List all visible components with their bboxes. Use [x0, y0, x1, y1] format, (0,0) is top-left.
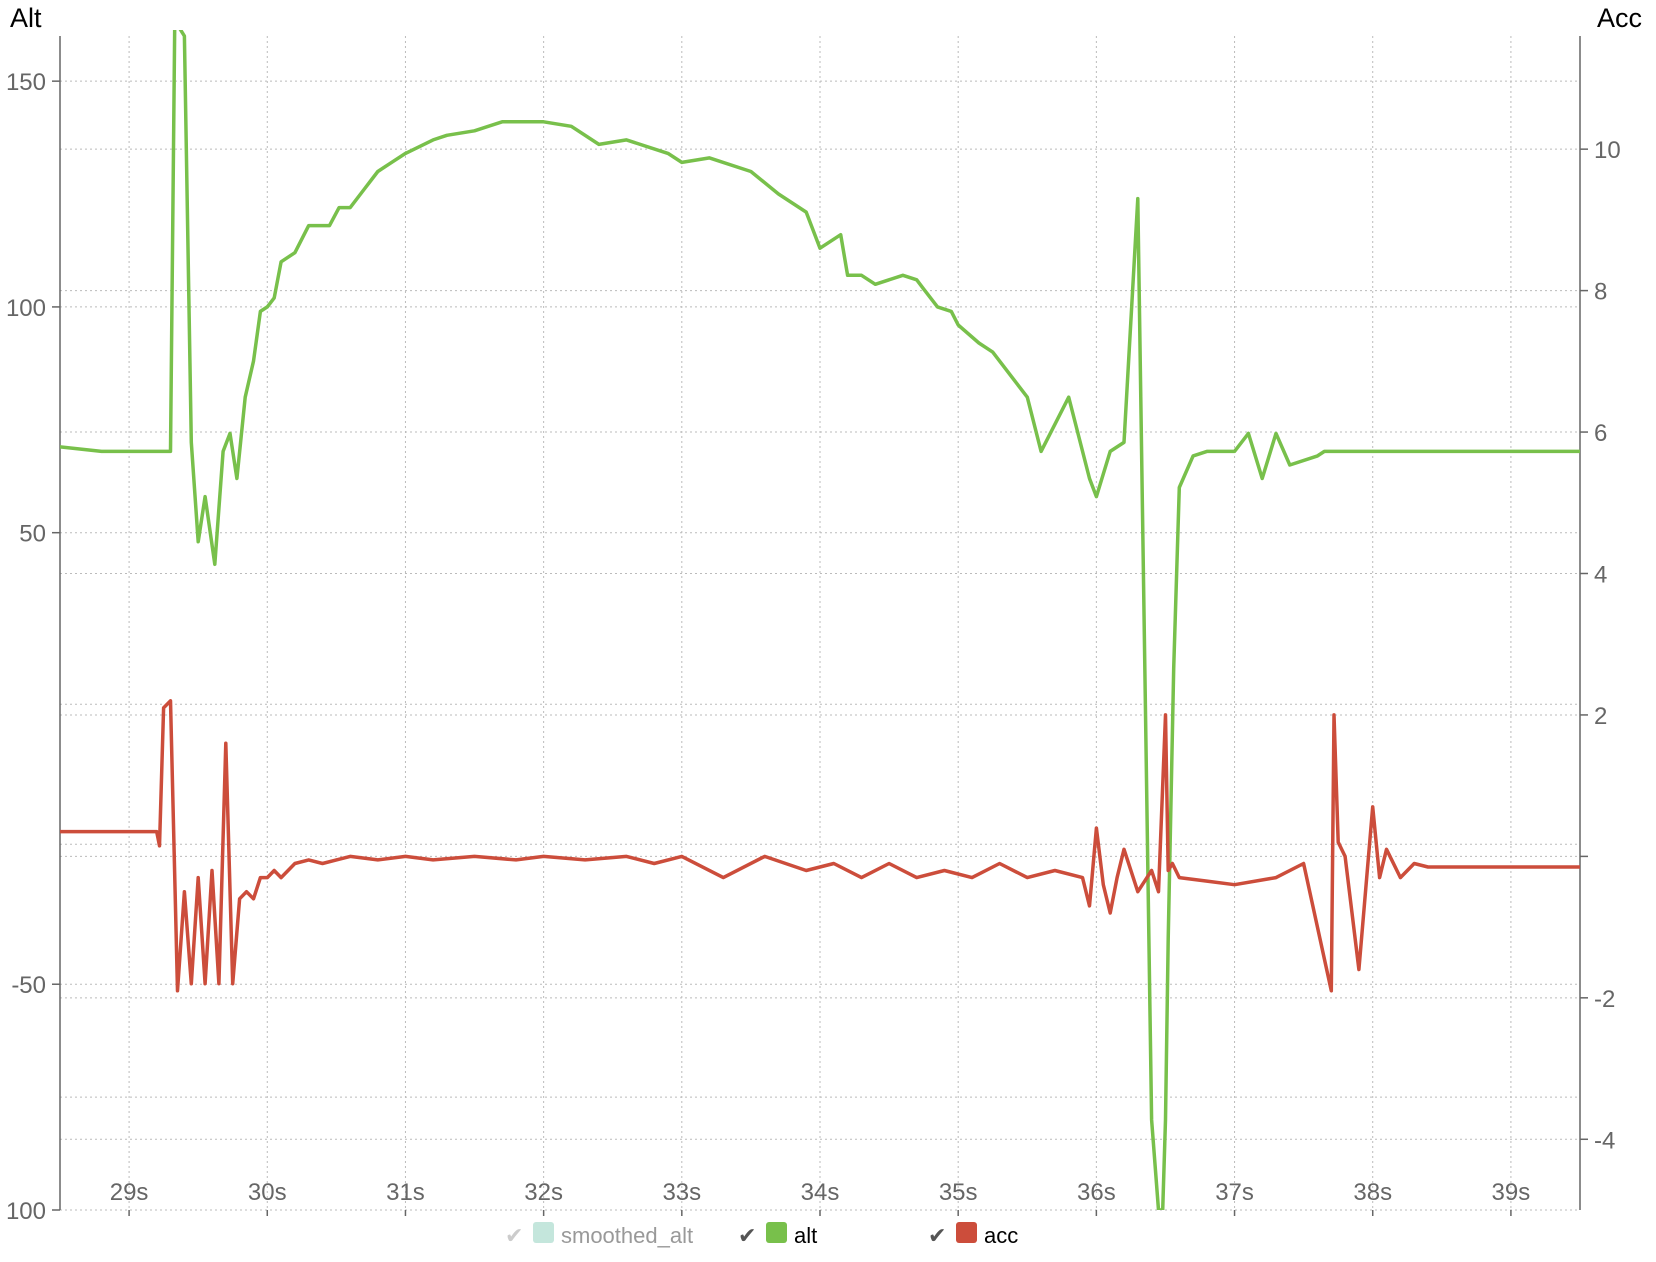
color-swatch-icon: [766, 1222, 787, 1243]
y-left-tick-label: 150: [6, 69, 46, 96]
legend-label: alt: [794, 1223, 817, 1248]
legend-label: acc: [984, 1223, 1018, 1248]
y-right-tick-label: -4: [1594, 1127, 1615, 1154]
legend-item-alt[interactable]: ✔ alt: [738, 1222, 817, 1248]
check-mark-icon[interactable]: ✔: [505, 1223, 523, 1248]
legend-label: smoothed_alt: [561, 1223, 693, 1248]
x-tick-label: 35s: [939, 1179, 978, 1206]
right-axis-title: Acc: [1597, 3, 1642, 33]
x-tick-label: 33s: [662, 1179, 701, 1206]
x-tick-label: 34s: [801, 1179, 840, 1206]
x-tick-label: 37s: [1215, 1179, 1254, 1206]
x-tick-label: 29s: [110, 1179, 149, 1206]
x-tick-label: 38s: [1353, 1179, 1392, 1206]
y-right-tick-label: 4: [1594, 561, 1607, 588]
x-tick-label: 31s: [386, 1179, 425, 1206]
y-left-tick-label: -50: [11, 972, 46, 999]
y-right-tick-label: 2: [1594, 703, 1607, 730]
y-right-tick-label: 10: [1594, 137, 1621, 164]
check-mark-icon[interactable]: ✔: [928, 1223, 946, 1248]
left-axis-title: Alt: [10, 3, 42, 33]
series: [60, 30, 1580, 1210]
axes: Alt Acc: [10, 3, 1642, 1210]
x-tick-label: 39s: [1492, 1179, 1531, 1206]
legend-item-smoothed_alt[interactable]: ✔ smoothed_alt: [505, 1222, 693, 1248]
x-tick-label: 30s: [248, 1179, 287, 1206]
x-tick-label: 36s: [1077, 1179, 1116, 1206]
y-right-tick-label: -2: [1594, 986, 1615, 1013]
alt-series-line: [60, 30, 1580, 1210]
x-tick-label: 32s: [524, 1179, 563, 1206]
check-mark-icon[interactable]: ✔: [738, 1223, 756, 1248]
y-left-tick-label: 100: [6, 1198, 46, 1225]
y-right-tick-label: 8: [1594, 279, 1607, 306]
y-right-tick-label: 6: [1594, 420, 1607, 447]
y-left-tick-label: 100: [6, 295, 46, 322]
legend-item-acc[interactable]: ✔ acc: [928, 1222, 1018, 1248]
acc-series-line: [60, 699, 1580, 993]
color-swatch-icon: [956, 1222, 977, 1243]
tick-labels: 29s 30s 31s 32s 33s 34s 35s 36s 37s 38s 39s 100 -50 5…: [6, 69, 1621, 1225]
grid: [60, 36, 1580, 1211]
legend[interactable]: ✔ smoothed_alt ✔ alt ✔ acc: [505, 1222, 1018, 1248]
color-swatch-icon: [533, 1222, 554, 1243]
y-left-tick-label: 50: [19, 521, 46, 548]
